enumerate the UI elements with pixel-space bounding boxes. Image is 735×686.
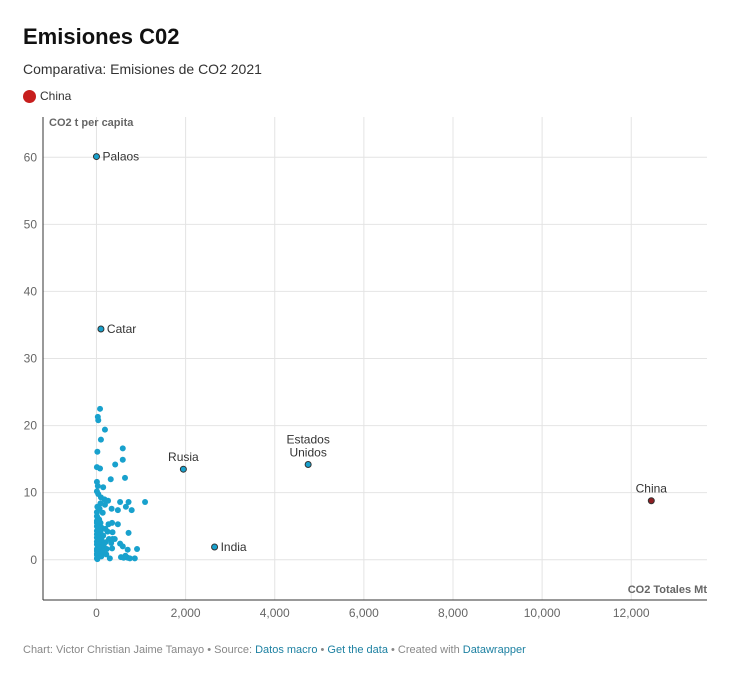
legend: China	[23, 89, 71, 103]
data-point	[131, 555, 138, 562]
data-point	[112, 461, 119, 468]
data-point	[117, 499, 124, 506]
data-point	[125, 499, 132, 506]
x-axis-title: CO2 Totales Mt	[628, 584, 708, 596]
point-label: Catar	[107, 322, 136, 336]
point-label: China	[636, 482, 668, 496]
data-point	[94, 482, 101, 489]
axes: 0 10 20 30 40 50 60 0 2,000 4,000 6,000 8,000 10,000…	[24, 117, 708, 620]
data-point	[142, 499, 149, 506]
data-point	[109, 529, 116, 536]
data-point	[119, 445, 126, 452]
data-point	[101, 426, 108, 433]
point-label: India	[221, 540, 247, 554]
x-tick-label: 0	[93, 606, 100, 620]
data-point	[94, 448, 101, 455]
chart-footer: Chart: Victor Christian Jaime Tamayo • S…	[23, 644, 526, 656]
datawrapper-link[interactable]: Datawrapper	[462, 644, 526, 656]
data-point	[99, 509, 106, 516]
data-point	[114, 507, 121, 514]
x-tick-label: 6,000	[349, 606, 379, 620]
labeled-point	[211, 543, 219, 551]
labeled-point	[179, 465, 187, 473]
data-point	[94, 556, 101, 563]
labeled-point	[92, 153, 100, 161]
x-tick-label: 2,000	[171, 606, 201, 620]
point-label: Estados Unidos	[286, 432, 329, 459]
legend-swatch	[23, 89, 36, 103]
point-labels: Palaos Catar Rusia Estados Unidos India China	[102, 150, 667, 554]
y-tick-label: 40	[24, 284, 38, 298]
point-label: Rusia	[168, 450, 199, 464]
footer-created-with: • Created with	[387, 644, 463, 656]
labeled-point	[647, 497, 655, 505]
data-point	[105, 521, 112, 528]
y-tick-label: 10	[24, 486, 38, 500]
data-point	[107, 476, 114, 483]
data-point	[101, 501, 108, 508]
data-point	[108, 539, 115, 546]
chart-subtitle: Comparativa: Emisiones de CO2 2021	[23, 61, 262, 77]
data-point	[109, 545, 116, 552]
data-point	[128, 507, 135, 514]
x-tick-label: 12,000	[613, 606, 650, 620]
y-tick-label: 50	[24, 217, 38, 231]
y-tick-label: 60	[24, 150, 38, 164]
data-point	[106, 555, 113, 562]
point-label: Palaos	[102, 150, 139, 164]
footer-credit: Chart: Victor Christian Jaime Tamayo • S…	[23, 644, 256, 656]
footer-separator: •	[317, 644, 328, 656]
data-point	[103, 546, 110, 553]
scatter-plot: 0 10 20 30 40 50 60 0 2,000 4,000 6,000 8,000 10,000…	[24, 117, 708, 620]
source-link[interactable]: Datos macro	[255, 644, 318, 656]
data-point	[111, 535, 118, 542]
data-point	[134, 546, 141, 553]
data-point	[121, 474, 128, 481]
data-points	[92, 153, 655, 563]
data-point	[108, 505, 115, 512]
data-point	[97, 465, 104, 472]
chart-title: Emisiones C02	[23, 24, 180, 49]
x-tick-label: 10,000	[524, 606, 561, 620]
data-point	[114, 521, 121, 528]
data-point	[126, 555, 133, 562]
data-point	[100, 484, 107, 491]
y-tick-label: 20	[24, 419, 38, 433]
data-point	[97, 436, 104, 443]
data-point	[104, 528, 111, 535]
data-point	[95, 417, 102, 424]
grid-lines	[43, 117, 707, 600]
x-tick-label: 4,000	[260, 606, 290, 620]
labeled-point	[97, 325, 105, 333]
data-point	[97, 405, 104, 412]
labeled-point	[304, 460, 312, 468]
y-tick-label: 30	[24, 352, 38, 366]
data-point	[103, 551, 110, 558]
data-point	[119, 456, 126, 463]
get-the-data-link[interactable]: Get the data	[327, 644, 388, 656]
data-point	[122, 503, 129, 510]
data-point	[119, 543, 126, 550]
data-point	[125, 529, 132, 536]
y-tick-label: 0	[30, 553, 37, 567]
legend-label: China	[40, 89, 72, 103]
data-point	[124, 546, 131, 553]
y-axis-title: CO2 t per capita	[49, 117, 134, 129]
x-tick-label: 8,000	[438, 606, 468, 620]
